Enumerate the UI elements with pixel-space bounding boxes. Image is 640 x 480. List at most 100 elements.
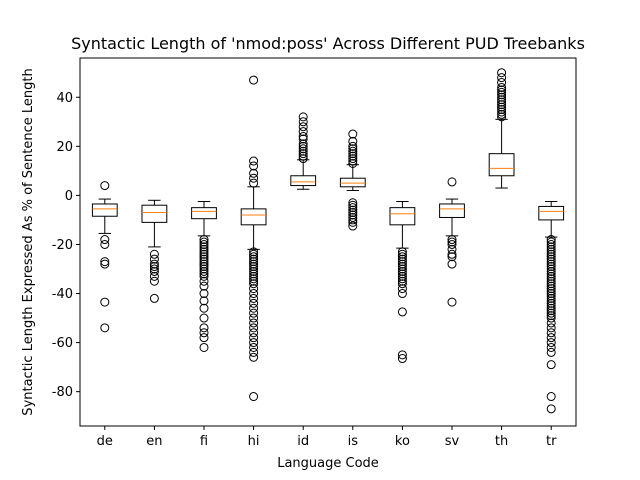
outlier-point (298, 132, 308, 142)
outlier-point (249, 274, 259, 284)
outlier-point (546, 298, 556, 308)
outlier-point (199, 303, 209, 313)
box-hi (240, 75, 267, 402)
box-tr (538, 201, 565, 414)
x-tick-label: id (297, 434, 309, 449)
outlier-point (348, 203, 358, 213)
outlier-point (447, 235, 457, 245)
outlier-point (546, 247, 556, 257)
outlier-point (149, 293, 159, 303)
outlier-point (298, 151, 308, 161)
x-tick-label: hi (248, 434, 260, 449)
outlier-point (546, 360, 556, 370)
outlier-point (298, 112, 308, 122)
box-iqr (191, 207, 217, 220)
outlier-point (397, 252, 407, 262)
box-is (339, 129, 366, 231)
box-iqr (290, 175, 317, 187)
x-tick-label: ko (395, 434, 410, 449)
outlier-point (497, 82, 507, 92)
outlier-point (249, 333, 259, 343)
axes-layer: -80 -60 -40 -20 0 20 40 de en fi hi id is ko sv th tr (52, 91, 557, 449)
outlier-point (199, 252, 209, 262)
outlier-point (199, 342, 209, 352)
outlier-point (199, 266, 209, 276)
outlier-point (546, 318, 556, 328)
outlier-point (149, 264, 159, 274)
outlier-point (249, 347, 259, 357)
outlier-point (298, 149, 308, 159)
outlier-point (546, 244, 556, 254)
outlier-point (348, 146, 358, 156)
outlier-point (546, 281, 556, 291)
outlier-point (199, 296, 209, 306)
box-ko (389, 201, 416, 364)
outlier-point (149, 276, 159, 286)
y-tick-label: 40 (56, 91, 73, 106)
outlier-point (497, 73, 507, 83)
outlier-point (249, 352, 259, 362)
outlier-point (199, 247, 209, 257)
outlier-point (348, 205, 358, 215)
box-iqr (339, 177, 366, 188)
outlier-point (546, 328, 556, 338)
outlier-point (249, 284, 259, 294)
y-tick-label: -40 (52, 287, 73, 302)
box-sv (439, 177, 465, 307)
outlier-point (546, 311, 556, 321)
outlier-point (199, 328, 209, 338)
outlier-point (298, 146, 308, 156)
box-iqr (439, 203, 465, 218)
x-axis-label: Language Code (277, 456, 379, 471)
outlier-point (100, 181, 110, 191)
outlier-point (546, 347, 556, 357)
outlier-point (546, 296, 556, 306)
box-th (488, 68, 515, 189)
outlier-point (397, 257, 407, 267)
y-tick-label: -80 (52, 385, 73, 400)
outlier-point (497, 100, 507, 110)
x-tick-label: de (97, 434, 113, 449)
outlier-point (546, 274, 556, 284)
outlier-point (546, 239, 556, 249)
outlier-point (546, 308, 556, 318)
outlier-point (546, 392, 556, 402)
outlier-point (249, 264, 259, 274)
outlier-point (546, 313, 556, 323)
outlier-point (249, 75, 259, 85)
outlier-point (249, 271, 259, 281)
outlier-point (546, 242, 556, 252)
outlier-point (199, 244, 209, 254)
outlier-point (249, 266, 259, 276)
y-tick-label: 0 (65, 189, 73, 204)
outlier-point (397, 289, 407, 299)
chart-title: Syntactic Length of 'nmod:poss' Across D… (71, 34, 585, 53)
outlier-point (497, 105, 507, 115)
box-iqr (240, 208, 267, 226)
outlier-point (397, 249, 407, 259)
outlier-point (497, 78, 507, 88)
outlier-point (348, 210, 358, 220)
outlier-point (249, 303, 259, 313)
box-en (141, 199, 168, 303)
outlier-point (249, 259, 259, 269)
outlier-point (199, 264, 209, 274)
outlier-point (546, 342, 556, 352)
outlier-point (397, 271, 407, 281)
outlier-point (397, 266, 407, 276)
outlier-point (447, 249, 457, 259)
outlier-point (397, 254, 407, 264)
outlier-point (100, 239, 110, 249)
outlier-point (249, 313, 259, 323)
outlier-point (497, 85, 507, 95)
outlier-point (348, 129, 358, 139)
outlier-point (348, 212, 358, 222)
x-tick-label: sv (445, 434, 460, 449)
outlier-point (546, 254, 556, 264)
outlier-point (546, 286, 556, 296)
outlier-point (447, 259, 457, 269)
outlier-point (348, 217, 358, 227)
outlier-point (546, 291, 556, 301)
outlier-point (298, 127, 308, 137)
